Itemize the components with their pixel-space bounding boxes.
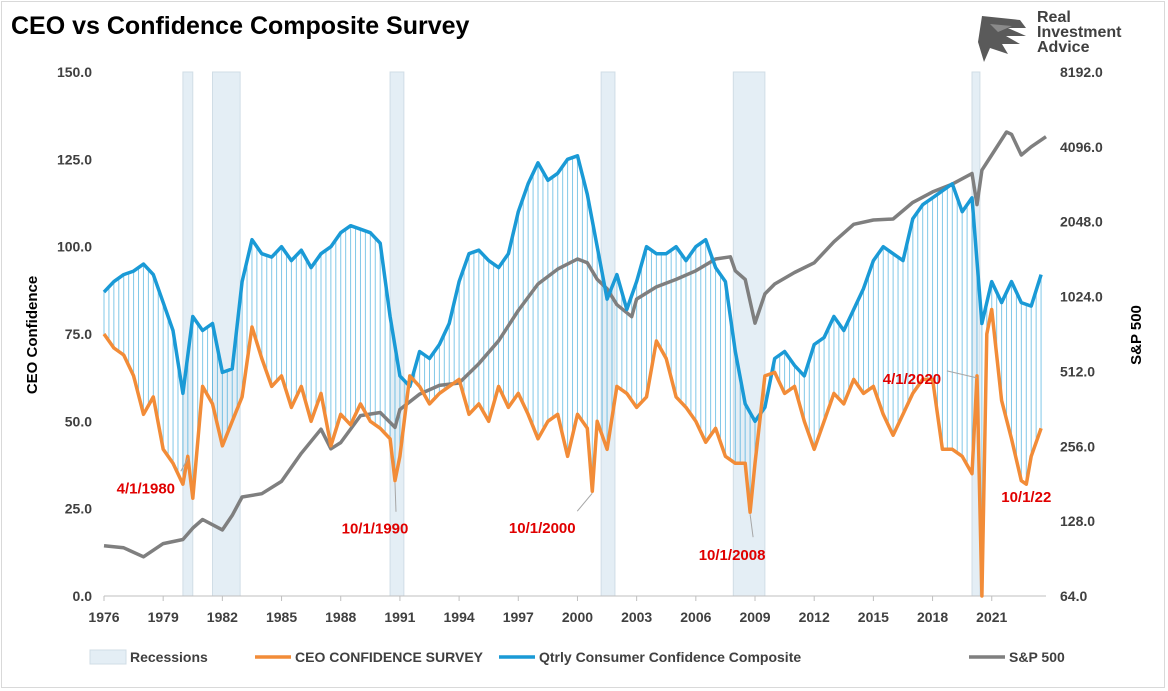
right-axis-label: S&P 500 <box>1128 305 1145 365</box>
x-tick-6: 1994 <box>444 609 475 625</box>
x-tick-3: 1985 <box>266 609 297 625</box>
right-tick-5: 256.0 <box>1060 438 1095 454</box>
left-tick-5: 25.0 <box>65 501 92 517</box>
annotation-leader-4 <box>946 370 978 379</box>
x-axis: 1976 1979 1982 1985 1988 1991 1994 1997 2000 2003… <box>88 596 1008 625</box>
right-tick-7: 64.0 <box>1060 588 1087 604</box>
right-tick-6: 128.0 <box>1060 513 1095 529</box>
logo-line-2: Investment <box>1037 24 1122 41</box>
right-tick-0: 8192.0 <box>1060 64 1103 80</box>
chart-title: CEO vs Confidence Composite Survey <box>11 12 470 40</box>
right-tick-4: 512.0 <box>1060 363 1095 379</box>
right-tick-1: 4096.0 <box>1060 139 1103 155</box>
left-tick-2: 100.0 <box>57 239 92 255</box>
x-tick-12: 2012 <box>799 609 830 625</box>
x-tick-1: 1979 <box>148 609 179 625</box>
sp500-line <box>103 130 1047 559</box>
legend-label-1: CEO CONFIDENCE SURVEY <box>295 649 484 665</box>
x-tick-9: 2003 <box>621 609 652 625</box>
left-axis: 150.0 125.0 100.0 75.0 50.0 25.0 0.0 <box>57 64 92 604</box>
annotation-label-0: 4/1/1980 <box>117 480 175 497</box>
x-tick-7: 1997 <box>503 609 534 625</box>
annotation-label-3: 10/1/2008 <box>699 547 766 564</box>
right-tick-3: 1024.0 <box>1060 289 1103 305</box>
confidence-spread-stems <box>103 155 1042 596</box>
recession-bands <box>182 71 981 597</box>
x-tick-10: 2006 <box>680 609 711 625</box>
right-axis: 8192.0 4096.0 2048.0 1024.0 512.0 256.0 128.0 6… <box>1060 64 1103 604</box>
right-tick-2: 2048.0 <box>1060 214 1103 230</box>
left-tick-6: 0.0 <box>73 588 93 604</box>
eagle-logo-icon <box>978 16 1026 62</box>
annotation-leader-3 <box>749 514 754 538</box>
annotation-label-2: 10/1/2000 <box>509 520 576 537</box>
legend-label-2: Qtrly Consumer Confidence Composite <box>539 649 801 665</box>
left-tick-4: 50.0 <box>65 413 92 429</box>
annotation-leader-2 <box>576 492 593 512</box>
annotation-leader-1 <box>394 482 397 512</box>
x-tick-15: 2021 <box>976 609 1007 625</box>
annotations: 4/1/1980 10/1/1990 10/1/2000 10/1/2008 4/1/2… <box>117 370 1051 564</box>
left-tick-3: 75.0 <box>65 326 92 342</box>
x-tick-2: 1982 <box>207 609 238 625</box>
x-tick-13: 2015 <box>858 609 889 625</box>
left-tick-1: 125.0 <box>57 151 92 167</box>
left-axis-label: CEO Confidence <box>24 276 41 394</box>
ceo-confidence-line <box>102 307 1043 598</box>
logo-text: Real Investment Advice <box>1037 9 1122 56</box>
annotation-leader-0 <box>180 458 189 472</box>
x-tick-5: 1991 <box>384 609 415 625</box>
legend-label-0: Recessions <box>130 649 208 665</box>
left-tick-0: 150.0 <box>57 64 92 80</box>
x-tick-14: 2018 <box>917 609 948 625</box>
logo-line-3: Advice <box>1037 39 1090 56</box>
x-tick-8: 2000 <box>562 609 593 625</box>
x-tick-11: 2009 <box>739 609 770 625</box>
annotation-label-5: 10/1/22 <box>1001 489 1051 506</box>
logo-line-1: Real <box>1037 9 1071 26</box>
legend-swatch-0 <box>89 649 127 665</box>
annotation-label-4: 4/1/2020 <box>883 371 941 388</box>
legend: Recessions CEO CONFIDENCE SURVEY Qtrly Con… <box>89 649 1065 665</box>
annotation-label-1: 10/1/1990 <box>342 521 409 538</box>
series-lines <box>102 130 1047 598</box>
recession-band-3 <box>600 71 616 597</box>
consumer-confidence-line <box>102 154 1043 424</box>
recession-band-4 <box>732 71 766 597</box>
x-tick-4: 1988 <box>325 609 356 625</box>
x-tick-0: 1976 <box>88 609 119 625</box>
legend-label-3: S&P 500 <box>1009 649 1065 665</box>
